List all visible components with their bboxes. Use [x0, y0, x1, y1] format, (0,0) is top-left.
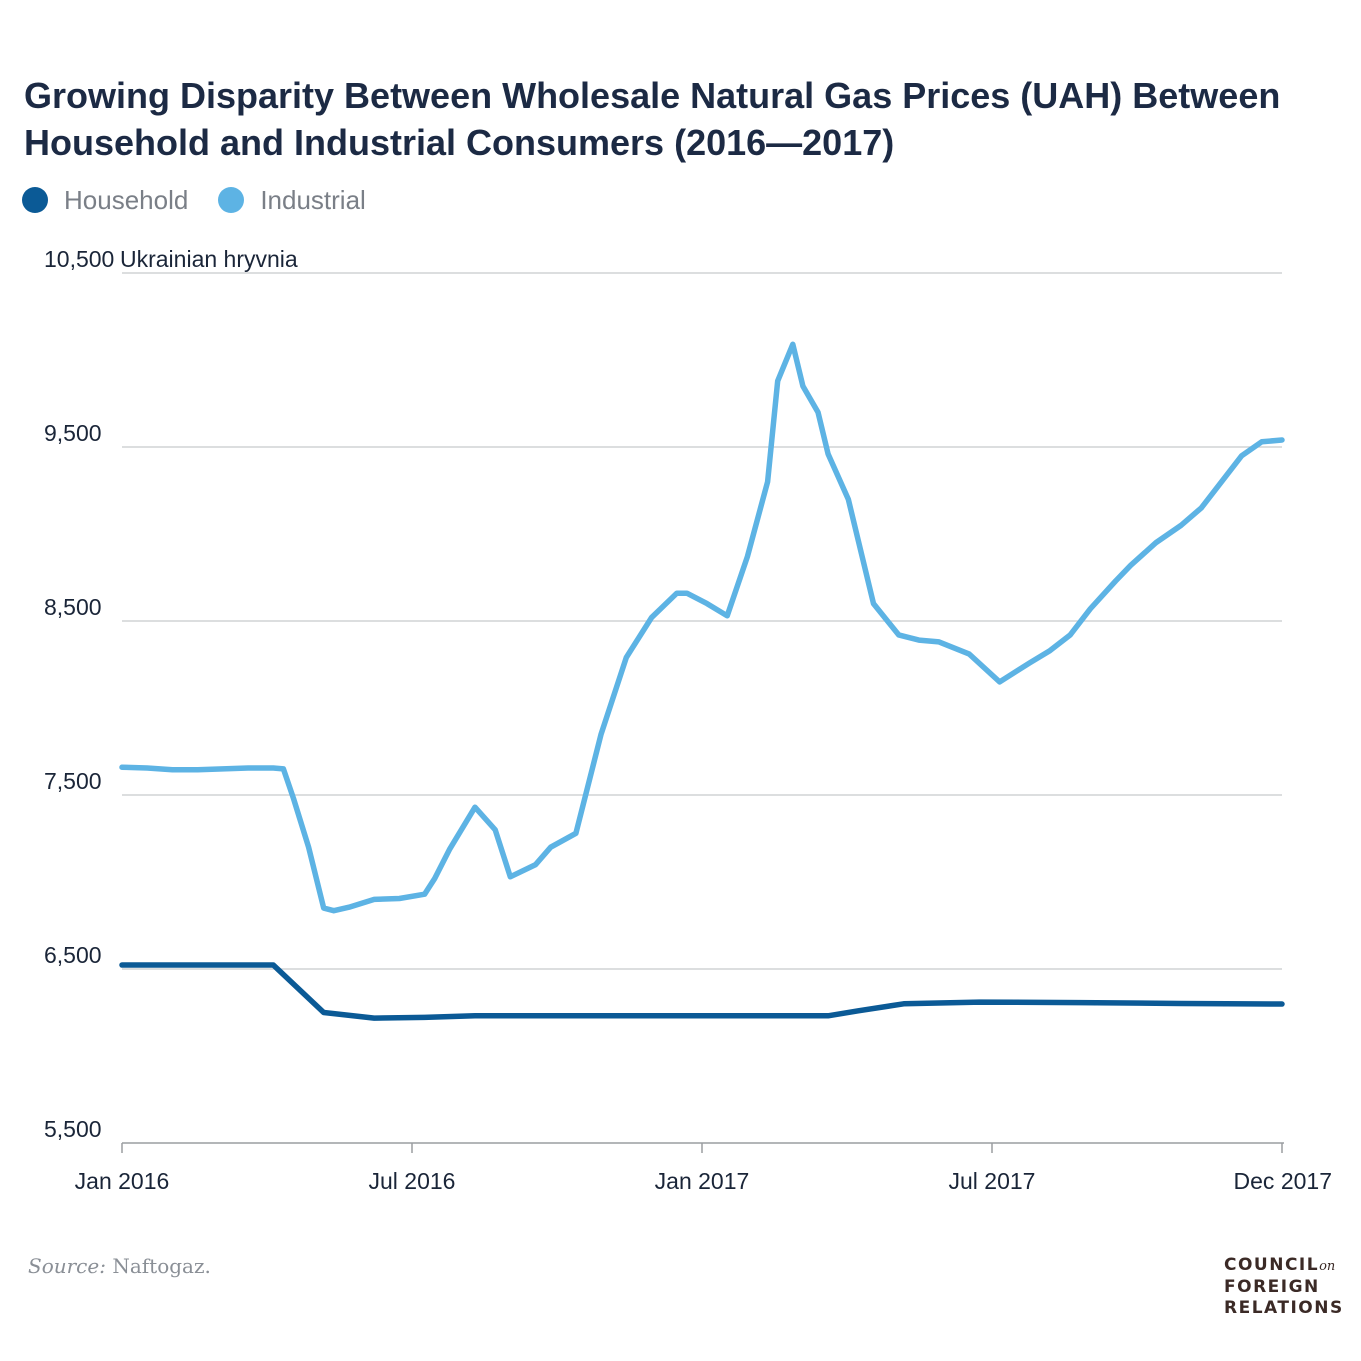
series-line-household — [119, 962, 1285, 1021]
source-note: Source: Naftogaz. — [28, 1254, 211, 1278]
logo-line3: RELATIONS — [1224, 1298, 1344, 1318]
legend-item-industrial: Industrial — [218, 185, 366, 216]
x-tick-label: Jul 2016 — [369, 1168, 456, 1194]
logo-on: on — [1319, 1259, 1336, 1274]
y-tick-label: 10,500 — [44, 246, 114, 272]
legend-label-industrial: Industrial — [260, 184, 366, 215]
source-label: Source: — [28, 1254, 106, 1278]
y-tick-label: 6,500 — [44, 942, 102, 968]
y-tick-label: 5,500 — [44, 1116, 102, 1142]
legend-label-household: Household — [64, 184, 189, 215]
x-tick-label: Dec 2017 — [1234, 1168, 1332, 1194]
cfr-logo: COUNCILon FOREIGN RELATIONS — [1224, 1255, 1344, 1319]
legend-item-household: Household — [22, 185, 188, 216]
y-tick-label: 9,500 — [44, 420, 102, 446]
legend-swatch-household — [22, 187, 48, 213]
y-axis-unit-label: Ukrainian hryvnia — [120, 246, 298, 272]
legend: Household Industrial — [22, 182, 396, 218]
x-tick-label: Jan 2016 — [75, 1168, 170, 1194]
chart-title: Growing Disparity Between Wholesale Natu… — [24, 75, 1281, 163]
series-line-industrial — [119, 341, 1285, 914]
logo-line2: FOREIGN — [1224, 1277, 1320, 1297]
logo-line1: COUNCIL — [1224, 1255, 1320, 1275]
legend-swatch-industrial — [218, 187, 245, 213]
y-tick-label: 7,500 — [44, 768, 102, 794]
source-text: Naftogaz. — [112, 1254, 211, 1278]
y-tick-label: 8,500 — [44, 594, 102, 620]
x-tick-label: Jan 2017 — [655, 1168, 750, 1194]
x-tick-label: Jul 2017 — [949, 1168, 1036, 1194]
